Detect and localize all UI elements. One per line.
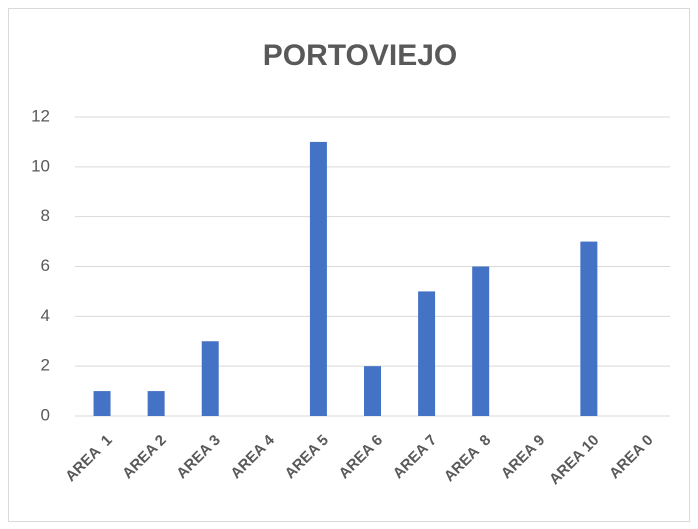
y-tick-label: 4 (41, 306, 50, 325)
bar (201, 341, 219, 416)
chart-border (8, 8, 690, 522)
y-tick-label: 6 (41, 256, 50, 275)
bar (472, 266, 490, 416)
bar (418, 291, 436, 416)
chart-title: PORTOVIEJO (263, 39, 458, 72)
bar (580, 241, 598, 416)
y-tick-label: 12 (31, 106, 50, 125)
y-tick-label: 2 (41, 356, 50, 375)
bar (93, 391, 111, 416)
bar (147, 391, 165, 416)
y-tick-label: 0 (41, 405, 50, 424)
y-tick-label: 10 (31, 156, 50, 175)
y-tick-label: 8 (41, 206, 50, 225)
bar (364, 366, 381, 416)
bar (309, 141, 327, 416)
